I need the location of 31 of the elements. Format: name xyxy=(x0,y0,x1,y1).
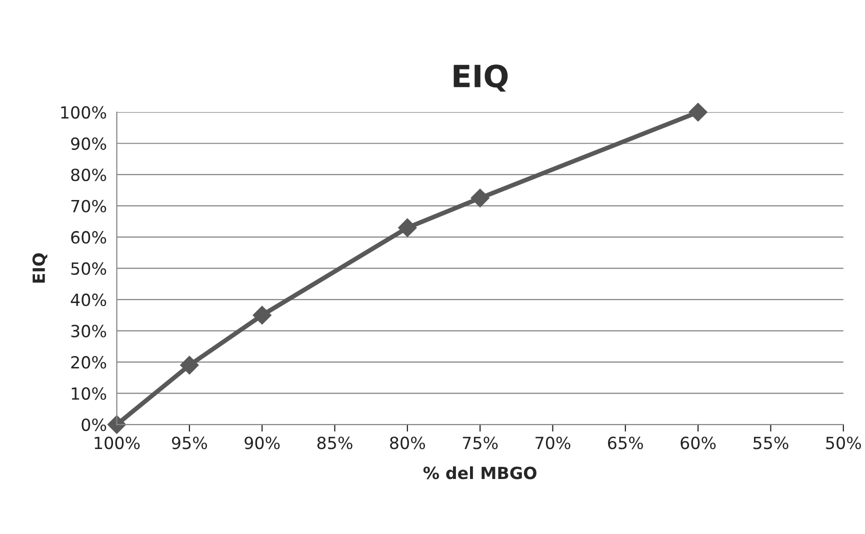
x-tick-label: 60% xyxy=(680,436,716,450)
y-tick-label: 50% xyxy=(71,262,106,275)
y-tick-label: 80% xyxy=(71,168,106,182)
point xyxy=(470,188,490,208)
point xyxy=(180,356,199,375)
y-tick-label: 30% xyxy=(71,324,106,338)
y-axis-title: EIQ xyxy=(32,253,48,283)
y-tick-label: 40% xyxy=(70,294,106,306)
y-tick-label: 70% xyxy=(71,200,106,212)
y-tick-label: 0% xyxy=(82,418,106,432)
x-tick-label: 100% xyxy=(94,436,140,450)
point xyxy=(398,218,417,238)
x-tick-label: 55% xyxy=(753,436,788,450)
x-axis-title: % del MBGO xyxy=(423,466,536,480)
x-tick-label: 85% xyxy=(317,436,352,450)
x-tick-label: 50% xyxy=(826,436,861,450)
x-tick-label: 65% xyxy=(608,436,643,450)
point xyxy=(688,102,708,122)
point xyxy=(107,415,126,434)
y-tick-label: 20% xyxy=(71,356,106,369)
x-tick-label: 90% xyxy=(244,436,280,450)
x-tick-label: 80% xyxy=(390,436,426,450)
chart-title: EIQ xyxy=(454,64,508,92)
x-tick-label: 75% xyxy=(462,436,498,450)
x-tick-label: 95% xyxy=(172,436,208,450)
y-tick-label: 10% xyxy=(72,387,106,400)
point xyxy=(252,306,272,325)
x-tick-label: 70% xyxy=(536,436,570,450)
y-tick-label: 60% xyxy=(71,231,106,244)
y-tick-label: 90% xyxy=(71,137,106,150)
y-tick-label: 100% xyxy=(61,106,106,119)
